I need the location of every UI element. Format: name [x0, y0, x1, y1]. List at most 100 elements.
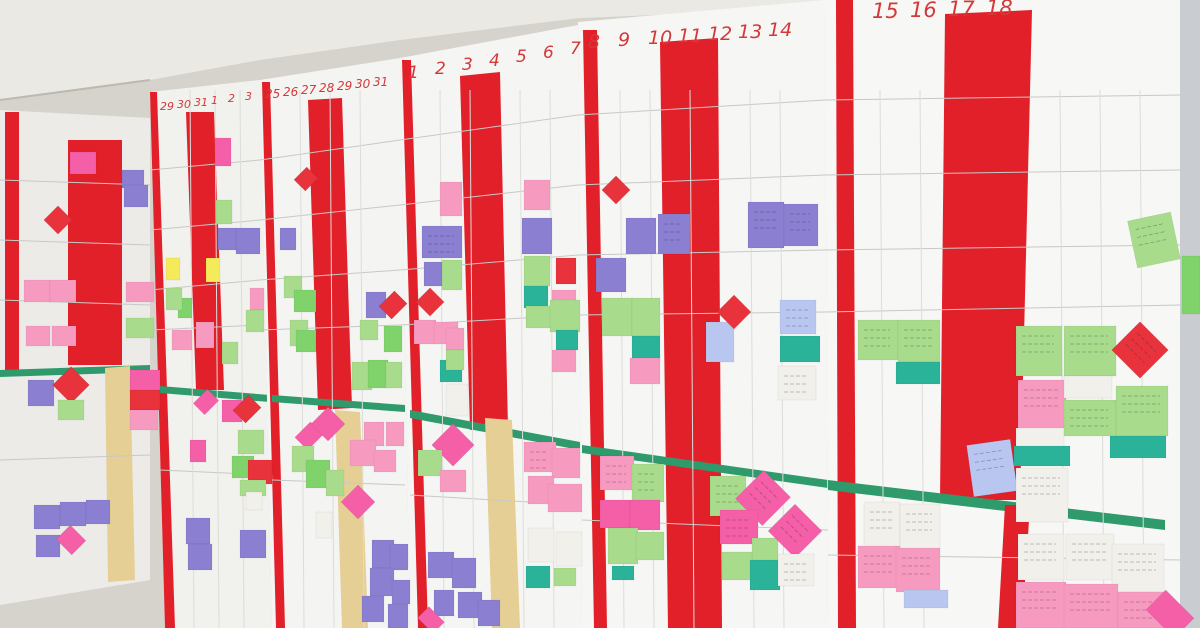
day-number: 17	[948, 0, 975, 21]
purple-sticky-note	[423, 261, 443, 287]
green-sticky-note	[245, 309, 265, 333]
pink-sticky-note	[129, 409, 159, 431]
day-number: 31	[194, 96, 208, 109]
pink-sticky-note	[551, 349, 577, 373]
board-3	[260, 58, 410, 628]
note-scribble	[780, 526, 799, 545]
white-sticky-note	[315, 511, 333, 539]
day-number: 31	[373, 75, 388, 89]
red-sticky-note	[555, 257, 577, 285]
board-6	[825, 0, 1180, 628]
day-number: 29	[337, 79, 352, 93]
pink-sticky-note	[599, 455, 635, 491]
day-number: 2	[435, 59, 446, 79]
board-5	[578, 0, 828, 628]
pink-sticky-note	[445, 327, 465, 351]
note-scribble	[754, 487, 773, 505]
purple-sticky-note	[235, 227, 261, 255]
day-number: 18	[986, 0, 1013, 20]
green-sticky-note	[165, 287, 183, 311]
purple-sticky-note	[33, 504, 61, 530]
green-sticky-note	[631, 297, 661, 337]
day-number: 30	[355, 77, 371, 91]
white-sticky-note	[445, 383, 469, 417]
red-sticky-note	[1111, 321, 1169, 379]
purple-sticky-note	[35, 534, 61, 558]
pink-sticky-note	[349, 439, 377, 467]
green-sticky-note	[359, 319, 379, 341]
pink-sticky-note	[523, 441, 557, 473]
pink-sticky-note	[551, 447, 581, 479]
day-number: 6	[543, 43, 554, 63]
green-sticky-note	[1015, 325, 1063, 377]
pink-sticky-note	[547, 483, 583, 513]
grid-column-line	[469, 89, 475, 628]
hotpink-sticky-note	[719, 509, 759, 545]
day-number: 7	[570, 39, 581, 59]
purple-sticky-note	[59, 501, 87, 527]
grid-line	[259, 269, 401, 281]
grid-column-line	[359, 89, 365, 628]
green-sticky-note	[549, 299, 581, 333]
green-sticky-note	[385, 361, 403, 389]
day-number: 30	[177, 98, 191, 111]
day-number: 27	[301, 83, 317, 97]
purple-sticky-note	[391, 579, 411, 605]
white-sticky-note	[777, 365, 817, 401]
hotpink-sticky-note	[1145, 589, 1195, 628]
pink-sticky-note	[1015, 581, 1067, 628]
note-scribble	[974, 457, 1005, 463]
green-sticky-note	[237, 429, 265, 455]
grid-line	[399, 114, 579, 141]
day-number: 26	[283, 85, 299, 99]
day-number: 1	[408, 63, 419, 83]
pink-sticky-note	[857, 545, 901, 589]
note-scribble	[791, 515, 810, 533]
grid-line	[824, 304, 1181, 313]
white-sticky-note	[555, 531, 583, 567]
lime-sticky-note	[293, 289, 317, 313]
day-number: 29	[160, 100, 174, 113]
pink-sticky-note	[249, 287, 265, 311]
green-sticky-note	[897, 319, 941, 363]
purple-sticky-note	[387, 603, 409, 628]
green-sticky-note	[441, 259, 463, 291]
day-number: 9	[618, 29, 630, 51]
green-sticky-note	[601, 297, 633, 337]
green-sticky-note	[607, 527, 639, 565]
day-number: 1	[211, 94, 218, 107]
grid-line	[0, 239, 151, 246]
purple-sticky-note	[217, 227, 237, 251]
hotpink-sticky-note	[599, 499, 631, 529]
pink-sticky-note	[49, 279, 77, 303]
note-scribble	[1137, 230, 1167, 238]
grid-line	[577, 99, 826, 116]
hotpink-sticky-note	[340, 484, 376, 520]
teal-sticky-note	[1013, 445, 1071, 467]
white-sticky-note	[1065, 533, 1115, 581]
grid-column-line	[329, 89, 335, 628]
pink-sticky-note	[629, 357, 661, 385]
hotpink-sticky-note	[55, 524, 87, 556]
purple-sticky-note	[421, 225, 463, 259]
day-number: 8	[588, 31, 600, 53]
pink-sticky-note	[125, 281, 155, 303]
note-scribble	[786, 520, 804, 539]
purple-sticky-note	[747, 201, 785, 249]
lime-sticky-note	[367, 359, 389, 389]
day-number: 25	[265, 87, 280, 101]
grid-line	[824, 94, 1181, 101]
green-sticky-note	[525, 305, 553, 329]
pink-sticky-note	[195, 321, 215, 349]
day-number: 15	[872, 0, 899, 23]
pink-sticky-note	[1063, 583, 1119, 628]
teal-sticky-note	[895, 361, 941, 385]
note-scribble	[1125, 344, 1145, 364]
hotpink-sticky-note	[214, 137, 232, 167]
purple-sticky-note	[521, 217, 553, 255]
teal-sticky-note	[749, 559, 781, 591]
day-number: 12	[708, 23, 732, 45]
pink-sticky-note	[25, 325, 51, 347]
